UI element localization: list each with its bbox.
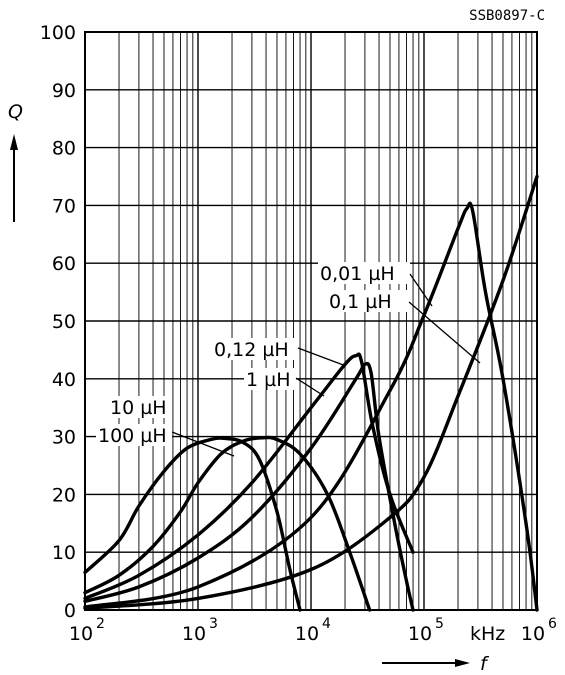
chart-code: SSB0897-C	[469, 8, 545, 24]
y-tick-label: 0	[64, 600, 76, 622]
y-tick-label: 90	[52, 80, 76, 102]
x-tick-label: 10	[521, 623, 545, 645]
series-line	[83, 352, 415, 601]
svg-text:100 µH: 100 µH	[98, 425, 167, 447]
y-axis-arrow	[10, 134, 18, 222]
annotation-10uH: 10 µH	[108, 396, 172, 419]
y-tick-label: 50	[52, 311, 76, 333]
y-tick-label: 10	[52, 542, 76, 564]
x-tick-exponent: 4	[322, 616, 331, 632]
x-tick-label: 10	[408, 623, 432, 645]
svg-text:0,12 µH: 0,12 µH	[214, 339, 289, 361]
curves	[83, 174, 539, 612]
y-tick-label: 60	[52, 253, 76, 275]
series-line	[83, 201, 539, 612]
series-line	[83, 174, 539, 610]
y-tick-label: 70	[52, 195, 76, 217]
y-tick-label: 80	[52, 138, 76, 160]
x-tick-exponent: 2	[96, 616, 105, 632]
series-line	[83, 435, 372, 612]
annotation-012uH: 0,12 µH	[212, 338, 298, 361]
y-tick-label: 30	[52, 427, 76, 449]
x-axis-label: f	[480, 653, 490, 675]
x-axis-unit: kHz	[470, 623, 505, 645]
x-tick-label: 10	[182, 623, 206, 645]
annotation-001uH: 0,01 µH	[318, 262, 410, 285]
series-line	[83, 361, 415, 612]
x-tick-label: 10	[295, 623, 319, 645]
svg-text:0,1 µH: 0,1 µH	[329, 291, 392, 313]
x-tick-exponent: 3	[209, 616, 218, 632]
svg-text:10 µH: 10 µH	[110, 397, 167, 419]
grid	[84, 32, 537, 610]
x-axis-arrow	[382, 659, 470, 667]
y-tick-label: 100	[40, 22, 76, 44]
plot-frame	[84, 31, 538, 611]
annotation-01uH: 0,1 µH	[327, 290, 409, 313]
annotation-100uH: 100 µH	[96, 424, 172, 447]
x-tick-exponent: 6	[548, 616, 557, 632]
leader-lines	[171, 273, 481, 457]
y-tick-label: 40	[52, 369, 76, 391]
annotation-1uH: 1 µH	[244, 368, 296, 391]
svg-text:0,01 µH: 0,01 µH	[320, 263, 395, 285]
x-tick-label: 10	[69, 623, 93, 645]
series-line	[83, 436, 302, 612]
x-tick-exponent: 5	[435, 616, 444, 632]
y-tick-label: 20	[52, 484, 76, 506]
svg-text:1 µH: 1 µH	[246, 369, 291, 391]
y-axis-label: Q	[8, 101, 23, 123]
